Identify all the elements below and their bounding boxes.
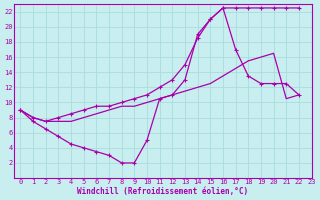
X-axis label: Windchill (Refroidissement éolien,°C): Windchill (Refroidissement éolien,°C) <box>77 187 248 196</box>
